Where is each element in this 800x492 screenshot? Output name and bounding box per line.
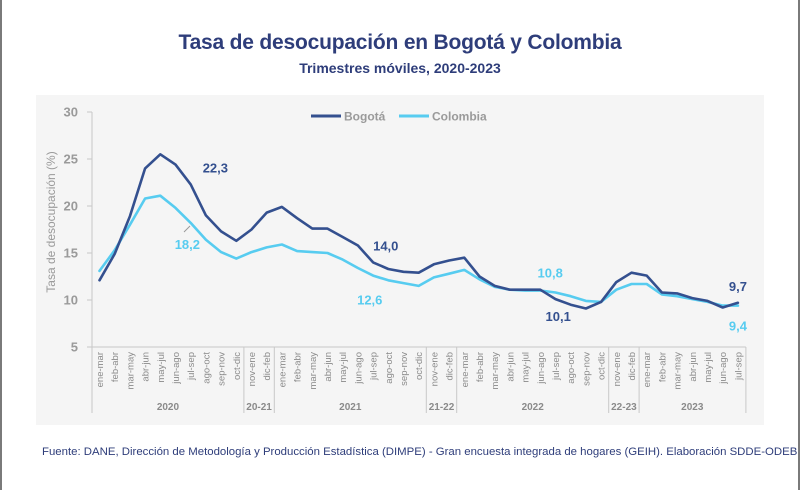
x-tick-label: sep-nov [581, 352, 592, 386]
x-tick-label: mar-may [490, 352, 501, 390]
group-label: 20-21 [246, 402, 272, 413]
group-label: 21-22 [429, 402, 455, 413]
data-label: 9,4 [729, 319, 748, 334]
source-note: Fuente: DANE, Dirección de Metodología y… [42, 446, 798, 458]
x-tick-label: may-jul [156, 352, 167, 383]
group-label: 2020 [157, 402, 180, 413]
x-tick-label: feb-abr [110, 352, 121, 382]
x-tick-label: mar-may [308, 352, 319, 390]
y-tick-label: 25 [64, 152, 78, 167]
group-label: 22-23 [611, 402, 637, 413]
x-tick-label: oct-dic [232, 352, 243, 380]
x-tick-label: dic-feb [262, 352, 273, 381]
x-tick-label: abr-jun [688, 352, 699, 382]
y-tick-label: 5 [71, 340, 78, 355]
x-tick-label: dic-feb [627, 352, 638, 381]
x-tick-label: jul-sep [733, 352, 744, 381]
legend-label: Colombia [432, 110, 487, 124]
x-tick-label: abr-jun [323, 352, 334, 382]
x-tick-label: ene-mar [277, 352, 288, 387]
x-tick-label: ene-mar [460, 352, 471, 387]
chart-subtitle: Trimestres móviles, 2020-2023 [299, 60, 501, 76]
data-label: 18,2 [175, 237, 200, 252]
x-tick-label: ago-oct [201, 352, 212, 384]
legend: Bogotá Colombia [311, 110, 487, 124]
x-tick-label: ago-oct [566, 352, 577, 384]
x-tick-label: ene-mar [95, 352, 106, 387]
data-label: 12,6 [357, 293, 382, 308]
group-label: 2022 [522, 402, 545, 413]
data-label: 22,3 [203, 160, 228, 175]
y-tick-label: 15 [64, 246, 78, 261]
x-tick-label: feb-abr [475, 352, 486, 382]
chart-title: Tasa de desocupación en Bogotá y Colombi… [178, 31, 622, 54]
group-label: 2021 [339, 402, 362, 413]
x-tick-label: nov-ene [247, 352, 258, 386]
x-tick-label: abr-jun [505, 352, 516, 382]
x-axis: ene-mar feb-abr mar-may abr-jun may-jul jun-a… [92, 346, 747, 413]
x-tick-label: nov-ene [612, 352, 623, 386]
x-tick-label: mar-may [125, 352, 136, 390]
x-tick-label: jun-ago [718, 352, 729, 385]
x-tick-label: jun-ago [536, 352, 547, 385]
x-tick-label: sep-nov [217, 352, 228, 386]
chart-panel [36, 95, 764, 425]
x-tick-label: nov-ene [429, 352, 440, 386]
x-tick-label: dic-feb [445, 352, 456, 381]
x-tick-label: ene-mar [642, 352, 653, 387]
y-tick-label: 10 [64, 293, 78, 308]
series-lines [98, 153, 740, 310]
group-label: 2023 [681, 402, 704, 413]
x-tick-label: feb-abr [293, 352, 304, 382]
y-tick-label: 20 [64, 199, 78, 214]
x-tick-label: mar-may [673, 352, 684, 390]
x-tick-label: oct-dic [414, 352, 425, 380]
x-tick-label: jul-sep [186, 352, 197, 381]
x-tick-label: jun-ago [353, 352, 364, 385]
x-tick-label: may-jul [338, 352, 349, 383]
annotations: 22,3 18,2 14,0 12,6 10,1 10,8 9,7 9,4 [175, 160, 748, 333]
data-label: 9,7 [729, 279, 747, 294]
x-tick-label: may-jul [521, 352, 532, 383]
x-tick-label: jul-sep [551, 352, 562, 381]
x-tick-label: oct-dic [597, 352, 608, 380]
y-tick-label: 30 [64, 105, 78, 120]
x-tick-label: jul-sep [369, 352, 380, 381]
data-label: 10,1 [546, 309, 571, 324]
y-axis-label: Tasa de desocupación (%) [44, 151, 58, 292]
data-label: 10,8 [538, 265, 563, 280]
y-axis: 30 25 20 15 10 5 [64, 105, 93, 413]
data-label: 14,0 [373, 238, 398, 253]
x-tick-label: feb-abr [657, 352, 668, 382]
x-tick-label: sep-nov [399, 352, 410, 386]
x-tick-label: may-jul [703, 352, 714, 383]
leader-line [183, 225, 191, 233]
legend-label: Bogotá [344, 110, 386, 124]
x-tick-label: abr-jun [141, 352, 152, 382]
x-tick-label: ago-oct [384, 352, 395, 384]
x-tick-label: jun-ago [171, 352, 182, 385]
